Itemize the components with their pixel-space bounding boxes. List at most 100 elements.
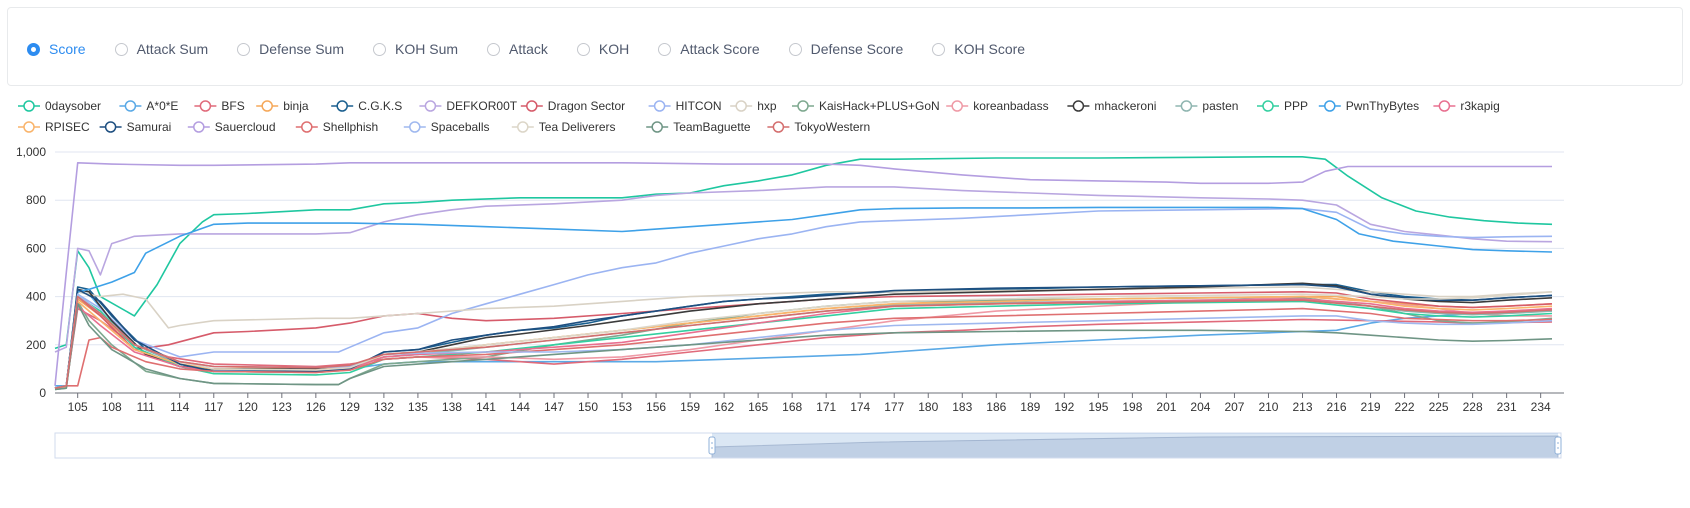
radio-label: Defense Score (810, 41, 904, 57)
radio-circle-icon[interactable] (114, 42, 128, 56)
legend-circle-icon (23, 121, 35, 133)
radio-option-attack[interactable]: Attack (487, 41, 548, 57)
x-axis: 105 108 111 114 117 120 123 126 129 132 135 138 141 1… (68, 393, 1551, 414)
x-tick-label: 228 (1463, 400, 1483, 414)
x-tick-label: 138 (442, 400, 462, 414)
drag-handle-icon[interactable] (1554, 436, 1562, 455)
y-tick-label: 200 (26, 338, 46, 352)
legend-circle-icon (653, 100, 666, 112)
radio-option-score[interactable]: Score (27, 41, 86, 57)
legend-circle-icon (1438, 100, 1451, 112)
x-tick-label: 165 (748, 400, 768, 414)
series-line-16 (54, 295, 1553, 389)
radio-label: Attack Score (680, 41, 760, 57)
legend-item-15[interactable]: r3kapig (1433, 99, 1500, 113)
radio-label: Attack Sum (136, 41, 209, 57)
legend-label: hxp (757, 99, 777, 113)
x-tick-label: 231 (1497, 400, 1517, 414)
x-tick-label: 186 (986, 400, 1006, 414)
radio-option-defense-sum[interactable]: Defense Sum (237, 41, 344, 57)
legend-item-14[interactable]: PwnThyBytes (1318, 99, 1419, 113)
zoom-selection[interactable] (712, 433, 1558, 458)
zoom-left-handle[interactable] (708, 436, 716, 455)
legend-circle-icon (735, 100, 747, 112)
series-line-7 (54, 207, 1553, 389)
radio-circle-icon[interactable] (576, 42, 590, 56)
legend-item-8[interactable]: hxp (730, 99, 777, 113)
radio-option-koh-score[interactable]: KOH Score (932, 41, 1025, 57)
radio-circle-icon[interactable] (487, 42, 501, 56)
legend-item-5[interactable]: DEFKOR00T (419, 99, 518, 113)
series-line-18 (54, 162, 1552, 386)
legend-item-18[interactable]: Sauercloud (187, 120, 276, 134)
legend-item-23[interactable]: TokyoWestern (767, 120, 870, 134)
x-tick-label: 234 (1531, 400, 1551, 414)
legend-label: A*0*E (146, 99, 178, 113)
legend-item-0[interactable]: 0daysober (18, 99, 101, 113)
radio-circle-icon[interactable] (237, 42, 251, 56)
legend-label: mhackeroni (1094, 99, 1156, 113)
radio-circle-icon[interactable] (27, 42, 40, 56)
legend-label: PwnThyBytes (1346, 99, 1419, 113)
radio-option-attack-score[interactable]: Attack Score (658, 41, 760, 57)
y-tick-label: 400 (26, 290, 46, 304)
series-line-8 (54, 286, 1553, 389)
legend-item-12[interactable]: pasten (1175, 99, 1238, 113)
legend-item-2[interactable]: BFS (194, 99, 245, 113)
legend-label: r3kapig (1460, 99, 1499, 113)
x-tick-label: 120 (238, 400, 258, 414)
radio-option-koh-sum[interactable]: KOH Sum (373, 41, 458, 57)
legend-item-7[interactable]: HITCON (648, 99, 722, 113)
series-line-15 (54, 298, 1553, 389)
legend-circle-icon (336, 100, 348, 112)
radio-option-defense-score[interactable]: Defense Score (788, 41, 904, 57)
radio-option-koh[interactable]: KOH (576, 41, 630, 57)
legend-label: PPP (1284, 99, 1308, 113)
legend-item-20[interactable]: Spaceballs (403, 120, 490, 134)
legend-item-11[interactable]: mhackeroni (1067, 99, 1156, 113)
radio-circle-icon[interactable] (658, 42, 672, 56)
radio-label: Score (49, 41, 86, 57)
x-tick-label: 171 (816, 400, 836, 414)
series-line-6 (54, 291, 1553, 389)
legend-item-19[interactable]: Shellphish (295, 120, 378, 134)
zoom-right-handle[interactable] (1554, 436, 1562, 455)
series-line-14 (54, 206, 1553, 389)
x-tick-label: 198 (1122, 400, 1142, 414)
radio-label: KOH (598, 41, 630, 57)
chart-type-selector: Score Attack Sum Defense Sum KOH Sum Attack K… (7, 7, 1683, 86)
legend-label: binja (283, 99, 309, 113)
legend-item-22[interactable]: TeamBaguette (646, 120, 751, 134)
legend-label: Sauercloud (215, 120, 276, 134)
x-tick-label: 126 (306, 400, 326, 414)
radio-label: KOH Sum (395, 41, 459, 57)
legend-item-21[interactable]: Tea Deliverers (511, 120, 616, 134)
radio-circle-icon[interactable] (932, 42, 946, 56)
legend-item-16[interactable]: RPISEC (18, 120, 90, 134)
x-tick-label: 222 (1395, 400, 1415, 414)
radio-circle-icon[interactable] (788, 42, 802, 56)
x-tick-label: 108 (102, 400, 122, 414)
legend-circle-icon (651, 121, 663, 133)
legend-item-9[interactable]: KaisHack+PLUS+GoN (792, 99, 940, 113)
legend-label: Dragon Sector (548, 99, 625, 113)
x-tick-label: 195 (1088, 400, 1108, 414)
radio-option-attack-sum[interactable]: Attack Sum (114, 41, 209, 57)
legend-circle-icon (199, 100, 212, 112)
legend-circle-icon (193, 121, 205, 133)
legend-label: DEFKOR00T (446, 99, 517, 113)
radio-circle-icon[interactable] (373, 42, 386, 56)
legend-item-17[interactable]: Samurai (99, 120, 172, 134)
drag-handle-icon[interactable] (708, 436, 716, 455)
x-tick-label: 159 (680, 400, 700, 414)
legend-item-13[interactable]: PPP (1257, 99, 1308, 113)
legend-circle-icon (124, 100, 137, 112)
legend: 0daysober A*0*E BFS binja C.G.K.S DEFKOR00T Dr… (18, 99, 1500, 134)
legend-label: C.G.K.S (358, 99, 402, 113)
legend-item-4[interactable]: C.G.K.S (331, 99, 402, 113)
legend-item-3[interactable]: binja (256, 99, 309, 113)
legend-item-10[interactable]: koreanbadass (946, 99, 1049, 113)
legend-item-1[interactable]: A*0*E (119, 99, 178, 113)
x-tick-label: 147 (544, 400, 564, 414)
legend-item-6[interactable]: Dragon Sector (520, 99, 625, 113)
